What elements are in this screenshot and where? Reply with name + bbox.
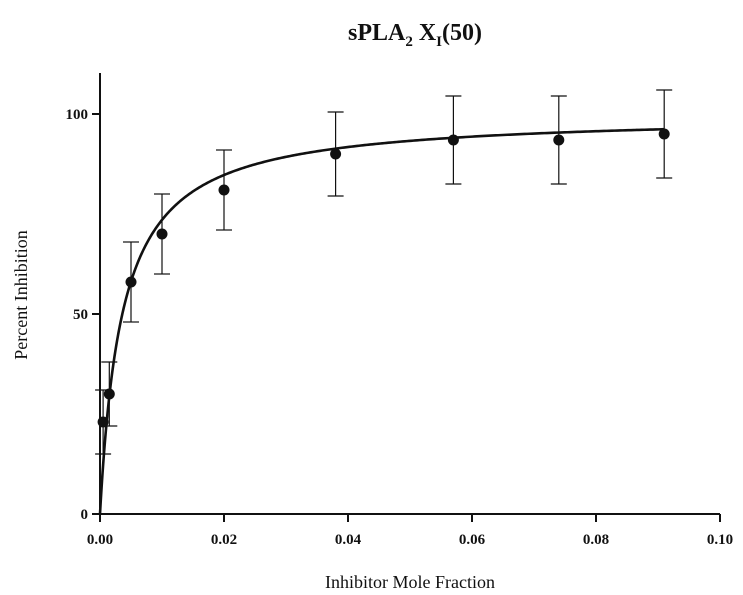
x-tick-label: 0.08 xyxy=(583,532,609,548)
data-point xyxy=(330,148,342,160)
fit-curve-group xyxy=(98,127,665,515)
x-tick-label: 0.04 xyxy=(335,532,362,548)
data-point xyxy=(553,134,565,146)
x-axis-label: Inhibitor Mole Fraction xyxy=(325,572,495,592)
y-tick-label: 0 xyxy=(81,507,89,523)
data-point xyxy=(658,128,670,140)
data-point xyxy=(97,416,109,428)
x-tick-label: 0.06 xyxy=(459,532,486,548)
data-points xyxy=(97,128,670,428)
y-axis-label: Percent Inhibition xyxy=(11,230,31,359)
data-point xyxy=(156,228,168,240)
data-point xyxy=(103,388,115,400)
x-tick-label: 0.02 xyxy=(211,532,237,548)
fit-curve xyxy=(98,127,665,515)
x-tick-label: 0.10 xyxy=(707,532,733,548)
chart-title: sPLA2 XI(50) xyxy=(348,20,482,50)
error-bars xyxy=(95,89,673,455)
x-tick-label: 0.00 xyxy=(87,532,113,548)
y-tick-label: 100 xyxy=(66,107,89,123)
data-point xyxy=(125,276,137,288)
axes: 0.00 0.02 0.04 0.06 0.08 0.10 0 50 100 xyxy=(66,73,733,548)
data-point xyxy=(218,184,230,196)
data-point xyxy=(447,134,459,146)
y-tick-label: 50 xyxy=(73,307,88,323)
